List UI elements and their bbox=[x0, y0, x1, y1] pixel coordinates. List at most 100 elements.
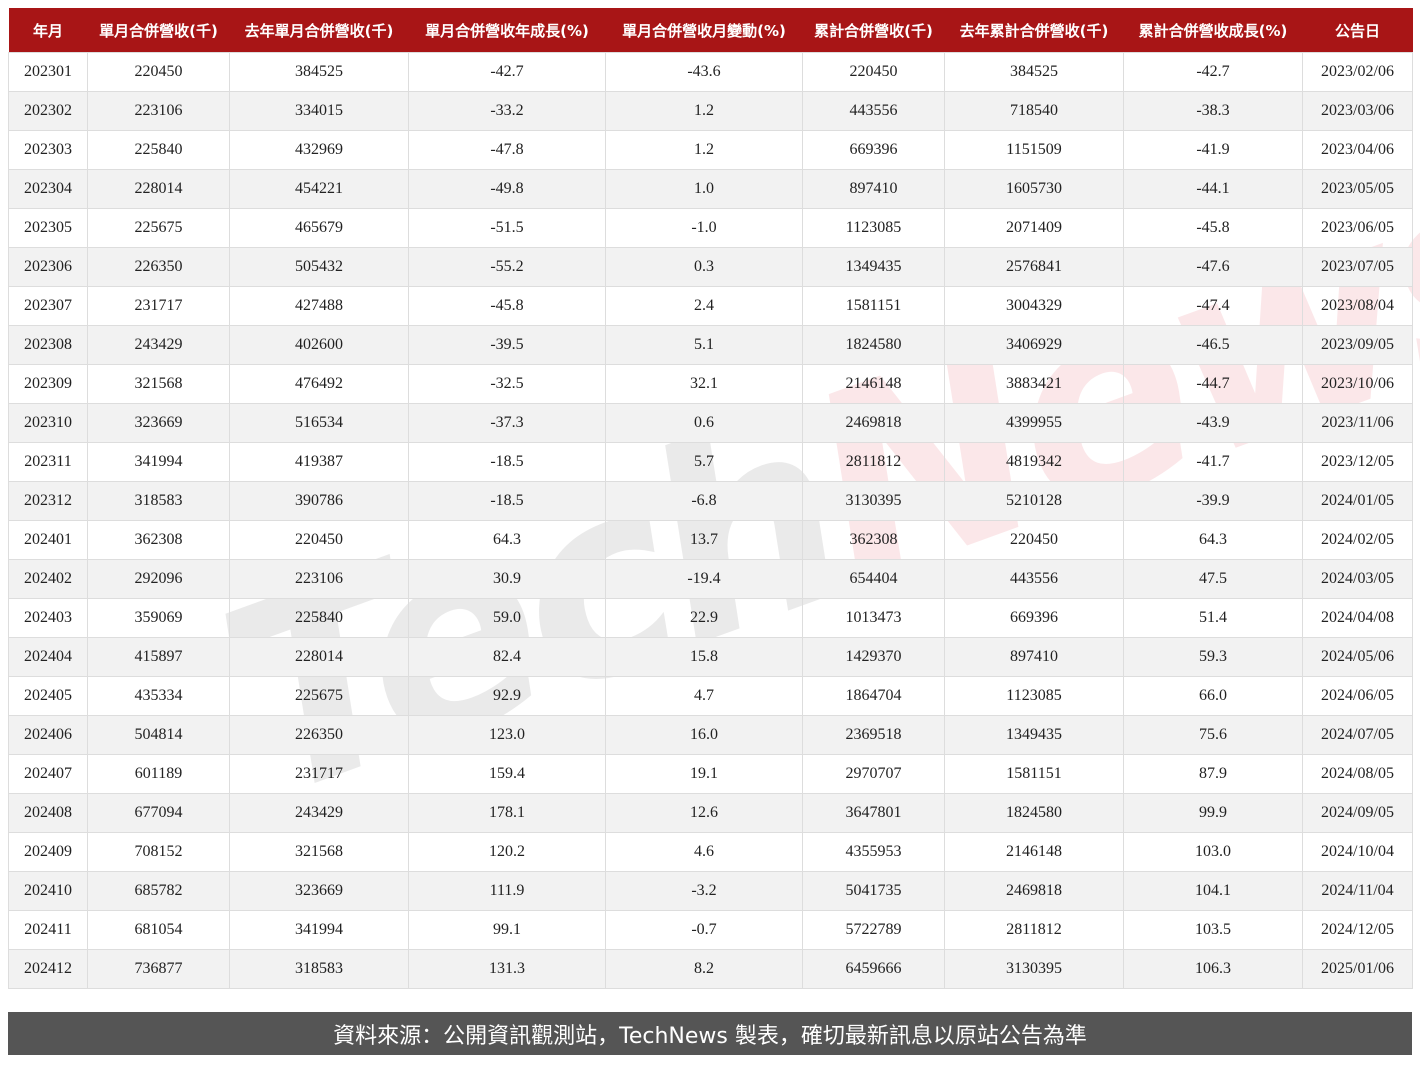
table-cell: 362308 bbox=[802, 520, 945, 560]
table-cell: -44.7 bbox=[1123, 364, 1303, 404]
table-cell: 225840 bbox=[87, 130, 230, 170]
table-cell: 669396 bbox=[944, 598, 1124, 638]
table-cell: 443556 bbox=[944, 559, 1124, 599]
table-cell: 2024/12/05 bbox=[1302, 910, 1413, 950]
table-row: 202305 225675 465679 -51.5 -1.0 1123085 207140… bbox=[8, 208, 1413, 248]
table-cell: -18.5 bbox=[408, 442, 606, 482]
column-header: 公告日 bbox=[1302, 8, 1413, 53]
table-cell: 2369518 bbox=[802, 715, 945, 755]
table-row: 202311 341994 419387 -18.5 5.7 2811812 4819342… bbox=[8, 442, 1413, 482]
table-cell: 13.7 bbox=[605, 520, 803, 560]
table-cell: 202404 bbox=[8, 637, 88, 677]
table-cell: 3130395 bbox=[944, 949, 1124, 989]
table-cell: 202402 bbox=[8, 559, 88, 599]
table-cell: 82.4 bbox=[408, 637, 606, 677]
table-cell: 202401 bbox=[8, 520, 88, 560]
table-cell: 1.0 bbox=[605, 169, 803, 209]
table-cell: 1605730 bbox=[944, 169, 1124, 209]
table-cell: 2024/05/06 bbox=[1302, 637, 1413, 677]
table-cell: 718540 bbox=[944, 91, 1124, 131]
table-cell: 601189 bbox=[87, 754, 230, 794]
table-cell: 4355953 bbox=[802, 832, 945, 872]
table-cell: 318583 bbox=[87, 481, 230, 521]
table-cell: 202304 bbox=[8, 169, 88, 209]
table-cell: 1864704 bbox=[802, 676, 945, 716]
revenue-table: 年月 單月合併營收(千) 去年單月合併營收(千) 單月合併營收年成長(%) 單月合併營收… bbox=[8, 8, 1413, 989]
table-cell: 465679 bbox=[229, 208, 409, 248]
table-cell: 3130395 bbox=[802, 481, 945, 521]
table-cell: -55.2 bbox=[408, 247, 606, 287]
table-cell: -37.3 bbox=[408, 403, 606, 443]
table-cell: 2023/07/05 bbox=[1302, 247, 1413, 287]
table-cell: -51.5 bbox=[408, 208, 606, 248]
table-cell: 1824580 bbox=[944, 793, 1124, 833]
table-cell: 2576841 bbox=[944, 247, 1124, 287]
table-cell: -43.9 bbox=[1123, 403, 1303, 443]
table-cell: -45.8 bbox=[408, 286, 606, 326]
table-cell: 12.6 bbox=[605, 793, 803, 833]
table-cell: 220450 bbox=[802, 52, 945, 92]
table-cell: 202411 bbox=[8, 910, 88, 950]
table-cell: 2023/12/05 bbox=[1302, 442, 1413, 482]
table-cell: 681054 bbox=[87, 910, 230, 950]
table-cell: 1013473 bbox=[802, 598, 945, 638]
table-cell: -41.9 bbox=[1123, 130, 1303, 170]
table-cell: 897410 bbox=[944, 637, 1124, 677]
table-cell: 8.2 bbox=[605, 949, 803, 989]
table-row: 202409 708152 321568 120.2 4.6 4355953 2146148… bbox=[8, 832, 1413, 872]
table-cell: 323669 bbox=[87, 403, 230, 443]
table-cell: 202305 bbox=[8, 208, 88, 248]
table-cell: 103.0 bbox=[1123, 832, 1303, 872]
table-cell: 323669 bbox=[229, 871, 409, 911]
table-cell: 504814 bbox=[87, 715, 230, 755]
table-cell: -47.4 bbox=[1123, 286, 1303, 326]
table-cell: 2146148 bbox=[944, 832, 1124, 872]
table-cell: 2024/03/05 bbox=[1302, 559, 1413, 599]
table-cell: 59.0 bbox=[408, 598, 606, 638]
table-cell: 231717 bbox=[87, 286, 230, 326]
column-header: 累計合併營收(千) bbox=[802, 8, 945, 53]
table-cell: 0.3 bbox=[605, 247, 803, 287]
table-cell: 2024/11/04 bbox=[1302, 871, 1413, 911]
table-cell: 66.0 bbox=[1123, 676, 1303, 716]
column-header: 去年累計合併營收(千) bbox=[944, 8, 1124, 53]
table-cell: 476492 bbox=[229, 364, 409, 404]
table-cell: 1581151 bbox=[802, 286, 945, 326]
table-cell: 32.1 bbox=[605, 364, 803, 404]
table-cell: 2023/05/05 bbox=[1302, 169, 1413, 209]
table-cell: 19.1 bbox=[605, 754, 803, 794]
table-cell: 202308 bbox=[8, 325, 88, 365]
table-cell: 202303 bbox=[8, 130, 88, 170]
table-cell: 362308 bbox=[87, 520, 230, 560]
table-row: 202310 323669 516534 -37.3 0.6 2469818 4399955… bbox=[8, 403, 1413, 443]
table-row: 202403 359069 225840 59.0 22.9 1013473 669396 5… bbox=[8, 598, 1413, 638]
table-row: 202308 243429 402600 -39.5 5.1 1824580 3406929… bbox=[8, 325, 1413, 365]
table-cell: 22.9 bbox=[605, 598, 803, 638]
table-cell: 131.3 bbox=[408, 949, 606, 989]
table-cell: 202310 bbox=[8, 403, 88, 443]
table-row: 202410 685782 323669 111.9 -3.2 5041735 246981… bbox=[8, 871, 1413, 911]
column-header: 單月合併營收年成長(%) bbox=[408, 8, 606, 53]
table-cell: 99.9 bbox=[1123, 793, 1303, 833]
table-cell: 2025/01/06 bbox=[1302, 949, 1413, 989]
table-cell: -39.9 bbox=[1123, 481, 1303, 521]
table-cell: 402600 bbox=[229, 325, 409, 365]
table-cell: -32.5 bbox=[408, 364, 606, 404]
table-cell: 202312 bbox=[8, 481, 88, 521]
table-cell: 2024/09/05 bbox=[1302, 793, 1413, 833]
table-row: 202411 681054 341994 99.1 -0.7 5722789 2811812… bbox=[8, 910, 1413, 950]
table-cell: 226350 bbox=[87, 247, 230, 287]
table-row: 202407 601189 231717 159.4 19.1 2970707 158115… bbox=[8, 754, 1413, 794]
table-cell: 5.7 bbox=[605, 442, 803, 482]
table-cell: 341994 bbox=[229, 910, 409, 950]
table-cell: 202406 bbox=[8, 715, 88, 755]
table-cell: 59.3 bbox=[1123, 637, 1303, 677]
table-cell: 120.2 bbox=[408, 832, 606, 872]
table-cell: 104.1 bbox=[1123, 871, 1303, 911]
table-cell: 516534 bbox=[229, 403, 409, 443]
table-cell: 2024/10/04 bbox=[1302, 832, 1413, 872]
table-cell: 202412 bbox=[8, 949, 88, 989]
table-cell: 2023/02/06 bbox=[1302, 52, 1413, 92]
table-cell: 2023/11/06 bbox=[1302, 403, 1413, 443]
table-cell: 225840 bbox=[229, 598, 409, 638]
